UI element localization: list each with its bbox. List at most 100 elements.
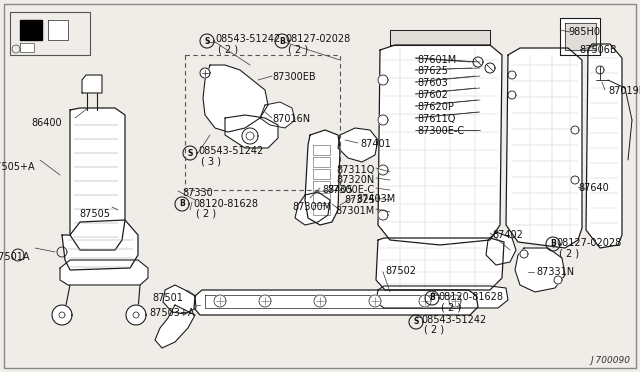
Polygon shape xyxy=(338,128,378,162)
Text: 08543-51242: 08543-51242 xyxy=(421,315,486,325)
Text: 87301M: 87301M xyxy=(336,206,375,216)
Polygon shape xyxy=(378,45,502,245)
Text: 87405: 87405 xyxy=(322,185,353,195)
Text: 08543-51242: 08543-51242 xyxy=(215,34,280,44)
Polygon shape xyxy=(52,305,72,325)
Polygon shape xyxy=(305,130,340,225)
Text: 87620P: 87620P xyxy=(417,102,454,112)
Polygon shape xyxy=(259,295,271,307)
Polygon shape xyxy=(295,192,330,225)
Text: 87320N: 87320N xyxy=(337,175,375,185)
Polygon shape xyxy=(376,286,508,308)
Text: ( 2 ): ( 2 ) xyxy=(218,44,238,54)
Text: 08120-81628: 08120-81628 xyxy=(193,199,258,209)
Polygon shape xyxy=(378,165,388,175)
Polygon shape xyxy=(313,181,330,191)
Polygon shape xyxy=(565,23,596,50)
Polygon shape xyxy=(205,295,460,308)
Text: B: B xyxy=(550,240,556,248)
Text: J 700090: J 700090 xyxy=(590,356,630,365)
Text: ( 3 ): ( 3 ) xyxy=(201,156,221,166)
Text: 87625: 87625 xyxy=(417,66,448,76)
Polygon shape xyxy=(560,18,600,55)
Polygon shape xyxy=(313,157,330,167)
Polygon shape xyxy=(506,48,582,248)
Text: 87501: 87501 xyxy=(152,293,183,303)
Polygon shape xyxy=(369,295,381,307)
Text: 87300E-C: 87300E-C xyxy=(328,185,375,195)
Polygon shape xyxy=(70,108,125,250)
Text: S: S xyxy=(413,317,419,327)
Polygon shape xyxy=(163,285,196,314)
Text: 87503+A: 87503+A xyxy=(150,308,195,318)
Polygon shape xyxy=(20,43,34,52)
Text: 87300M: 87300M xyxy=(292,202,332,212)
Text: B: B xyxy=(279,36,285,45)
Polygon shape xyxy=(242,128,258,144)
Polygon shape xyxy=(126,305,146,325)
Text: 87603: 87603 xyxy=(417,78,448,88)
Text: 87325: 87325 xyxy=(344,195,375,205)
Polygon shape xyxy=(314,295,326,307)
Text: 08127-02028: 08127-02028 xyxy=(285,34,350,44)
Text: 87331N: 87331N xyxy=(536,267,574,277)
Text: ( 2 ): ( 2 ) xyxy=(559,248,579,258)
Polygon shape xyxy=(313,169,330,179)
Text: S: S xyxy=(204,36,210,45)
Text: ( 2 ): ( 2 ) xyxy=(196,209,216,219)
Polygon shape xyxy=(586,44,622,248)
Text: 87506B: 87506B xyxy=(579,45,616,55)
Text: 86400: 86400 xyxy=(31,118,62,128)
Text: ( 2 ): ( 2 ) xyxy=(441,302,461,312)
Text: 87501A: 87501A xyxy=(0,252,30,262)
Polygon shape xyxy=(194,290,478,315)
Text: 87505: 87505 xyxy=(79,209,110,219)
Polygon shape xyxy=(203,65,268,132)
Polygon shape xyxy=(486,232,516,265)
Text: 87311Q: 87311Q xyxy=(337,165,375,175)
Text: 08120-81628: 08120-81628 xyxy=(438,292,503,302)
Polygon shape xyxy=(20,20,42,40)
Polygon shape xyxy=(4,4,636,368)
Polygon shape xyxy=(155,305,195,348)
Polygon shape xyxy=(485,63,495,73)
Text: 87300EB: 87300EB xyxy=(272,72,316,82)
Text: B: B xyxy=(179,199,185,208)
Polygon shape xyxy=(520,250,528,258)
Polygon shape xyxy=(554,276,562,284)
Polygon shape xyxy=(62,220,138,270)
Polygon shape xyxy=(376,238,504,290)
Polygon shape xyxy=(378,75,388,85)
Polygon shape xyxy=(313,193,330,203)
Polygon shape xyxy=(48,20,68,40)
Polygon shape xyxy=(82,75,102,93)
Text: 87611Q: 87611Q xyxy=(417,114,456,124)
Text: 87601M: 87601M xyxy=(417,55,456,65)
Text: 87502: 87502 xyxy=(385,266,416,276)
Polygon shape xyxy=(214,295,226,307)
Polygon shape xyxy=(378,210,388,220)
Text: 87402: 87402 xyxy=(492,230,523,240)
Text: 87330: 87330 xyxy=(182,188,212,198)
Text: 87300E-C: 87300E-C xyxy=(417,126,464,136)
Text: 87505+A: 87505+A xyxy=(0,162,35,172)
Text: 08543-51242: 08543-51242 xyxy=(198,146,263,156)
Polygon shape xyxy=(60,260,148,285)
Bar xyxy=(185,55,340,190)
Polygon shape xyxy=(515,248,565,292)
Text: 87019M: 87019M xyxy=(608,86,640,96)
Polygon shape xyxy=(419,295,431,307)
Text: B: B xyxy=(429,294,435,302)
Polygon shape xyxy=(200,68,210,78)
Text: 87640: 87640 xyxy=(578,183,609,193)
Text: 87016N: 87016N xyxy=(272,114,310,124)
Polygon shape xyxy=(390,30,490,45)
Text: S: S xyxy=(188,148,193,157)
Polygon shape xyxy=(225,115,278,148)
Polygon shape xyxy=(260,102,295,128)
Text: ( 2 ): ( 2 ) xyxy=(424,325,444,335)
Polygon shape xyxy=(473,57,483,67)
Text: 985H0: 985H0 xyxy=(568,27,600,37)
Text: 87401: 87401 xyxy=(360,139,391,149)
Polygon shape xyxy=(449,295,461,307)
